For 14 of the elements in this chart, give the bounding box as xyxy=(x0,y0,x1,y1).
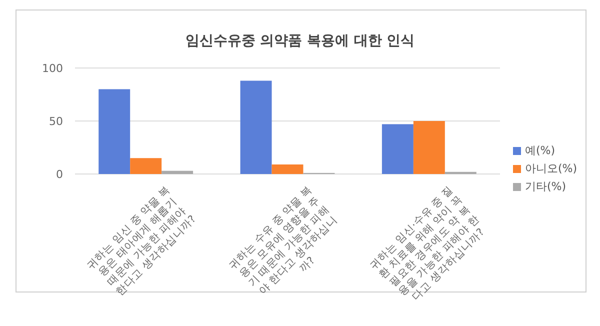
legend-label: 아니오(%) xyxy=(525,161,578,176)
chart-title: 임신수유중 의약품 복용에 대한 인식 xyxy=(185,33,415,49)
legend-label: 기타(%) xyxy=(525,179,566,194)
y-tick-label: 100 xyxy=(42,62,63,75)
bar xyxy=(162,170,194,174)
bar xyxy=(98,89,130,174)
bar xyxy=(272,164,304,174)
bar xyxy=(382,124,414,174)
y-tick-label: 50 xyxy=(49,115,63,128)
legend-label: 예(%) xyxy=(525,143,556,158)
y-tick-label: 0 xyxy=(56,168,63,181)
bar xyxy=(130,158,162,174)
bar xyxy=(240,80,272,174)
bar xyxy=(413,121,445,174)
